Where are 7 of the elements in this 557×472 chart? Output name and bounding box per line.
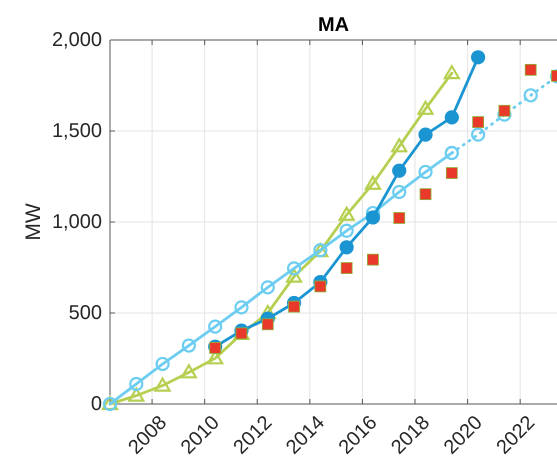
y-tick-label: 1,000 bbox=[52, 211, 102, 233]
chart-title: MA bbox=[318, 14, 350, 36]
y-tick-label: 1,500 bbox=[52, 120, 102, 142]
y-axis-title: MW bbox=[22, 203, 45, 241]
y-tick-label: 2,000 bbox=[52, 29, 102, 51]
y-tick-label: 0 bbox=[90, 393, 102, 415]
y-tick-label: 500 bbox=[68, 302, 102, 324]
